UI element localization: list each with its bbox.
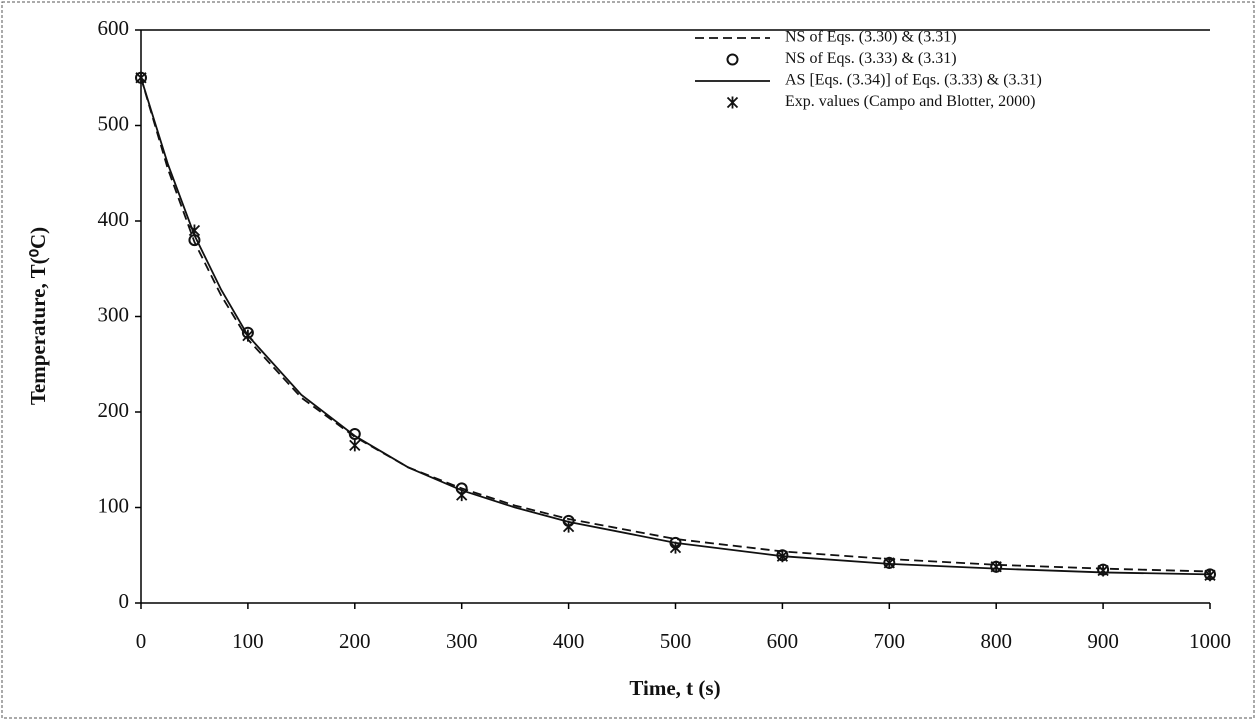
y-tick-label: 400 [98,207,130,231]
data-point [242,329,254,342]
x-tick-label: 0 [136,629,147,653]
x-tick-label: 900 [1087,629,1119,653]
series-line [140,77,1211,576]
x-tick-label: 200 [339,629,371,653]
x-tick-label: 100 [232,629,264,653]
data-point [669,541,682,554]
x-tick-label: 400 [553,629,585,653]
x-tick-label: 500 [660,629,692,653]
data-point [349,439,361,452]
y-tick-label: 500 [98,111,130,135]
legend-label: Exp. values (Campo and Blotter, 2000) [785,93,1035,110]
y-tick-label: 100 [98,493,130,517]
x-tick-label: 600 [767,629,799,653]
legend-swatch [726,96,739,109]
y-tick-label: 0 [119,589,130,613]
data-point [1097,564,1109,577]
legend-label: AS [Eqs. (3.34)] of Eqs. (3.33) & (3.31) [785,72,1042,89]
data-point [990,560,1002,573]
legend-label: NS of Eqs. (3.30) & (3.31) [785,29,957,46]
x-tick-label: 700 [874,629,906,653]
data-point [562,520,575,533]
y-tick-label: 300 [98,302,130,326]
data-point [776,550,789,563]
data-point [348,427,361,440]
x-tick-label: 300 [446,629,478,653]
y-tick-label: 600 [98,16,130,40]
data-point [1204,569,1216,582]
series-line [140,77,1211,573]
legend-label: NS of Eqs. (3.33) & (3.31) [785,50,957,67]
y-tick-label: 200 [98,398,130,422]
data-point [188,224,201,237]
x-axis-title: Time, t (s) [629,676,720,700]
legend-swatch [726,53,739,66]
data-point [883,556,895,569]
x-tick-label: 1000 [1189,629,1231,653]
data-point [135,71,147,84]
x-tick-label: 800 [980,629,1012,653]
y-axis-title: Temperature, T(⁰C) [26,227,50,405]
data-point [456,489,468,502]
